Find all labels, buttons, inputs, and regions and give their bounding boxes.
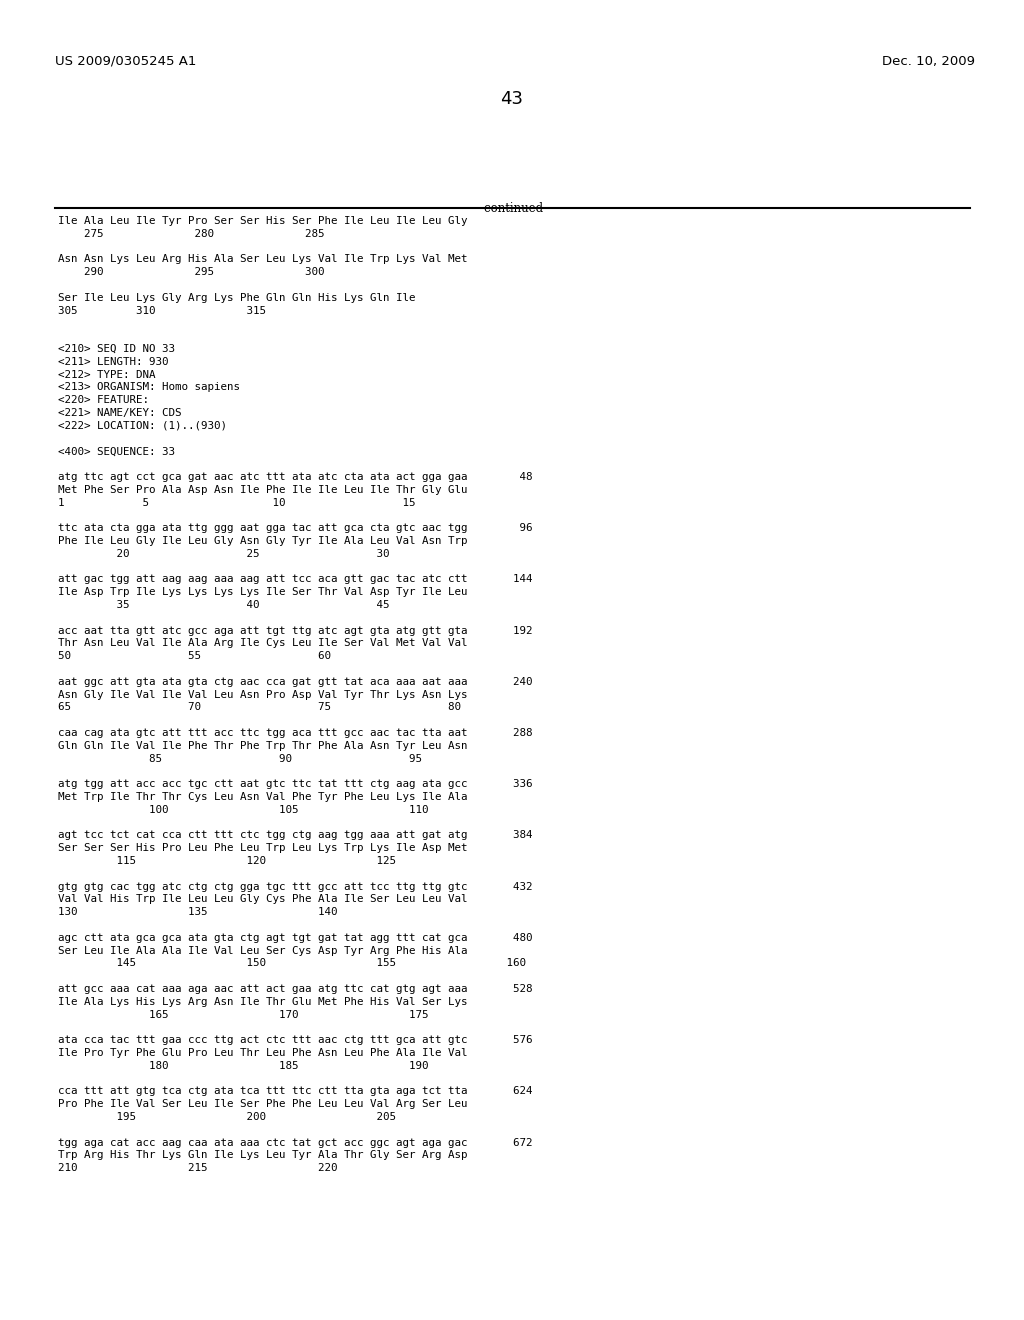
Text: Ile Ala Leu Ile Tyr Pro Ser Ser His Ser Phe Ile Leu Ile Leu Gly: Ile Ala Leu Ile Tyr Pro Ser Ser His Ser … [58,216,468,226]
Text: Dec. 10, 2009: Dec. 10, 2009 [882,55,975,69]
Text: Ile Pro Tyr Phe Glu Pro Leu Thr Leu Phe Asn Leu Phe Ala Ile Val: Ile Pro Tyr Phe Glu Pro Leu Thr Leu Phe … [58,1048,468,1059]
Text: 43: 43 [501,90,523,108]
Text: atg ttc agt cct gca gat aac atc ttt ata atc cta ata act gga gaa        48: atg ttc agt cct gca gat aac atc ttt ata … [58,473,532,482]
Text: Trp Arg His Thr Lys Gln Ile Lys Leu Tyr Ala Thr Gly Ser Arg Asp: Trp Arg His Thr Lys Gln Ile Lys Leu Tyr … [58,1151,468,1160]
Text: Ser Ile Leu Lys Gly Arg Lys Phe Gln Gln His Lys Gln Ile: Ser Ile Leu Lys Gly Arg Lys Phe Gln Gln … [58,293,416,302]
Text: Ser Leu Ile Ala Ala Ile Val Leu Ser Cys Asp Tyr Arg Phe His Ala: Ser Leu Ile Ala Ala Ile Val Leu Ser Cys … [58,945,468,956]
Text: Ile Asp Trp Ile Lys Lys Lys Lys Ile Ser Thr Val Asp Tyr Ile Leu: Ile Asp Trp Ile Lys Lys Lys Lys Ile Ser … [58,587,468,597]
Text: 20                  25                  30: 20 25 30 [58,549,389,558]
Text: atg tgg att acc acc tgc ctt aat gtc ttc tat ttt ctg aag ata gcc       336: atg tgg att acc acc tgc ctt aat gtc ttc … [58,779,532,789]
Text: 165                 170                 175: 165 170 175 [58,1010,428,1019]
Text: Met Trp Ile Thr Thr Cys Leu Asn Val Phe Tyr Phe Leu Lys Ile Ala: Met Trp Ile Thr Thr Cys Leu Asn Val Phe … [58,792,468,803]
Text: ttc ata cta gga ata ttg ggg aat gga tac att gca cta gtc aac tgg        96: ttc ata cta gga ata ttg ggg aat gga tac … [58,523,532,533]
Text: Ile Ala Lys His Lys Arg Asn Ile Thr Glu Met Phe His Val Ser Lys: Ile Ala Lys His Lys Arg Asn Ile Thr Glu … [58,997,468,1007]
Text: 275              280              285: 275 280 285 [58,228,325,239]
Text: Asn Asn Lys Leu Arg His Ala Ser Leu Lys Val Ile Trp Lys Val Met: Asn Asn Lys Leu Arg His Ala Ser Leu Lys … [58,255,468,264]
Text: 210                 215                 220: 210 215 220 [58,1163,338,1173]
Text: <222> LOCATION: (1)..(930): <222> LOCATION: (1)..(930) [58,421,227,430]
Text: 290              295              300: 290 295 300 [58,267,325,277]
Text: <211> LENGTH: 930: <211> LENGTH: 930 [58,356,169,367]
Text: Phe Ile Leu Gly Ile Leu Gly Asn Gly Tyr Ile Ala Leu Val Asn Trp: Phe Ile Leu Gly Ile Leu Gly Asn Gly Tyr … [58,536,468,546]
Text: Asn Gly Ile Val Ile Val Leu Asn Pro Asp Val Tyr Thr Lys Asn Lys: Asn Gly Ile Val Ile Val Leu Asn Pro Asp … [58,689,468,700]
Text: agt tcc tct cat cca ctt ttt ctc tgg ctg aag tgg aaa att gat atg       384: agt tcc tct cat cca ctt ttt ctc tgg ctg … [58,830,532,841]
Text: gtg gtg cac tgg atc ctg ctg gga tgc ttt gcc att tcc ttg ttg gtc       432: gtg gtg cac tgg atc ctg ctg gga tgc ttt … [58,882,532,891]
Text: Val Val His Trp Ile Leu Leu Gly Cys Phe Ala Ile Ser Leu Leu Val: Val Val His Trp Ile Leu Leu Gly Cys Phe … [58,895,468,904]
Text: 180                 185                 190: 180 185 190 [58,1061,428,1071]
Text: Met Phe Ser Pro Ala Asp Asn Ile Phe Ile Ile Leu Ile Thr Gly Glu: Met Phe Ser Pro Ala Asp Asn Ile Phe Ile … [58,484,468,495]
Text: 100                 105                 110: 100 105 110 [58,805,428,814]
Text: 195                 200                 205: 195 200 205 [58,1111,396,1122]
Text: <212> TYPE: DNA: <212> TYPE: DNA [58,370,156,380]
Text: <213> ORGANISM: Homo sapiens: <213> ORGANISM: Homo sapiens [58,383,240,392]
Text: tgg aga cat acc aag caa ata aaa ctc tat gct acc ggc agt aga gac       672: tgg aga cat acc aag caa ata aaa ctc tat … [58,1138,532,1147]
Text: 305         310              315: 305 310 315 [58,306,266,315]
Text: 65                  70                  75                  80: 65 70 75 80 [58,702,461,713]
Text: att gcc aaa cat aaa aga aac att act gaa atg ttc cat gtg agt aaa       528: att gcc aaa cat aaa aga aac att act gaa … [58,983,532,994]
Text: 50                  55                  60: 50 55 60 [58,651,331,661]
Text: 85                  90                  95: 85 90 95 [58,754,422,763]
Text: Thr Asn Leu Val Ile Ala Arg Ile Cys Leu Ile Ser Val Met Val Val: Thr Asn Leu Val Ile Ala Arg Ile Cys Leu … [58,639,468,648]
Text: <400> SEQUENCE: 33: <400> SEQUENCE: 33 [58,446,175,457]
Text: 1            5                   10                  15: 1 5 10 15 [58,498,416,508]
Text: cca ttt att gtg tca ctg ata tca ttt ttc ctt tta gta aga tct tta       624: cca ttt att gtg tca ctg ata tca ttt ttc … [58,1086,532,1097]
Text: <210> SEQ ID NO 33: <210> SEQ ID NO 33 [58,345,175,354]
Text: <220> FEATURE:: <220> FEATURE: [58,395,150,405]
Text: <221> NAME/KEY: CDS: <221> NAME/KEY: CDS [58,408,181,418]
Text: aat ggc att gta ata gta ctg aac cca gat gtt tat aca aaa aat aaa       240: aat ggc att gta ata gta ctg aac cca gat … [58,677,532,686]
Text: 130                 135                 140: 130 135 140 [58,907,338,917]
Text: 145                 150                 155                 160: 145 150 155 160 [58,958,526,969]
Text: 35                  40                  45: 35 40 45 [58,601,389,610]
Text: ata cca tac ttt gaa ccc ttg act ctc ttt aac ctg ttt gca att gtc       576: ata cca tac ttt gaa ccc ttg act ctc ttt … [58,1035,532,1045]
Text: acc aat tta gtt atc gcc aga att tgt ttg atc agt gta atg gtt gta       192: acc aat tta gtt atc gcc aga att tgt ttg … [58,626,532,636]
Text: Gln Gln Ile Val Ile Phe Thr Phe Trp Thr Phe Ala Asn Tyr Leu Asn: Gln Gln Ile Val Ile Phe Thr Phe Trp Thr … [58,741,468,751]
Text: -continued: -continued [480,202,544,215]
Text: caa cag ata gtc att ttt acc ttc tgg aca ttt gcc aac tac tta aat       288: caa cag ata gtc att ttt acc ttc tgg aca … [58,729,532,738]
Text: agc ctt ata gca gca ata gta ctg agt tgt gat tat agg ttt cat gca       480: agc ctt ata gca gca ata gta ctg agt tgt … [58,933,532,942]
Text: US 2009/0305245 A1: US 2009/0305245 A1 [55,55,197,69]
Text: att gac tgg att aag aag aaa aag att tcc aca gtt gac tac atc ctt       144: att gac tgg att aag aag aaa aag att tcc … [58,574,532,585]
Text: 115                 120                 125: 115 120 125 [58,855,396,866]
Text: Ser Ser Ser His Pro Leu Phe Leu Trp Leu Lys Trp Lys Ile Asp Met: Ser Ser Ser His Pro Leu Phe Leu Trp Leu … [58,843,468,853]
Text: Pro Phe Ile Val Ser Leu Ile Ser Phe Phe Leu Leu Val Arg Ser Leu: Pro Phe Ile Val Ser Leu Ile Ser Phe Phe … [58,1100,468,1109]
